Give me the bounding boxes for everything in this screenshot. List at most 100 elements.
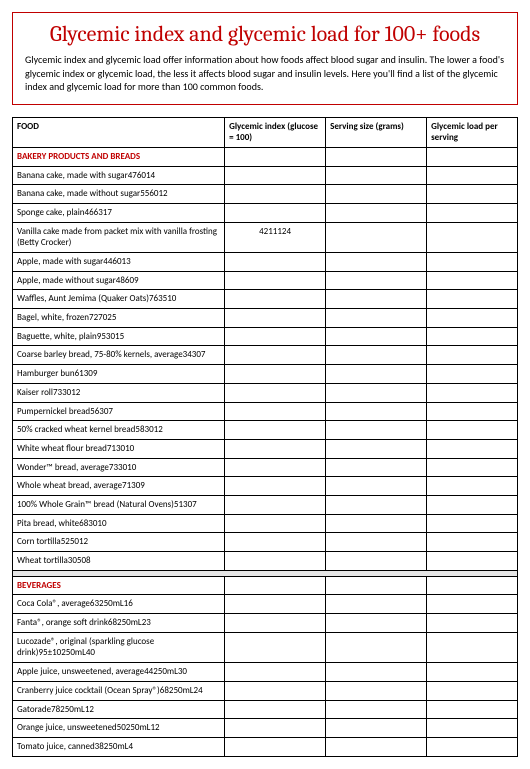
cell-gi [225, 346, 326, 365]
cell-gi [225, 365, 326, 384]
col-ss-header: Serving size (grams) [326, 117, 427, 147]
cell-gi [225, 681, 326, 700]
cell-food: 50% cracked wheat kernel bread583012 [13, 421, 225, 440]
table-row: Coarse barley bread, 75-80% kernels, ave… [13, 346, 518, 365]
cell-food: Apple juice, unsweetened, average44250mL… [13, 663, 225, 682]
cell-ss [326, 719, 427, 738]
cell-gi [225, 402, 326, 421]
cell-food: Banana cake, made with sugar476014 [13, 166, 225, 185]
cell-food: Hamburger bun61309 [13, 365, 225, 384]
category-row: BAKERY PRODUCTS AND BREADS [13, 147, 518, 166]
table-row: Bagel, white, frozen727025 [13, 309, 518, 328]
cell-gi: 4211124 [225, 222, 326, 252]
cell-food: 100% Whole Grain™ bread (Natural Ovens)5… [13, 495, 225, 514]
table-row: White wheat flour bread713010 [13, 439, 518, 458]
cell-ss [326, 271, 427, 290]
cell-gl [427, 402, 518, 421]
table-row: Apple, made without sugar48609 [13, 271, 518, 290]
cell-gl [427, 477, 518, 496]
cell-gl [427, 271, 518, 290]
cell-gl [427, 614, 518, 633]
cell-gl [427, 681, 518, 700]
cell-ss [326, 595, 427, 614]
cell-gi [225, 383, 326, 402]
cell-ss [326, 495, 427, 514]
cell-ss [326, 663, 427, 682]
col-gl-header: Glycemic load per serving [427, 117, 518, 147]
cell-food: Apple, made with sugar446013 [13, 253, 225, 272]
cell-ss [326, 365, 427, 384]
table-row: Corn tortilla525012 [13, 533, 518, 552]
table-row: Gatorade78250mL12 [13, 700, 518, 719]
cell-gl [427, 439, 518, 458]
cell-food: Fanta®, orange soft drink68250mL23 [13, 614, 225, 633]
cell-ss [326, 383, 427, 402]
cell-gl [427, 514, 518, 533]
cell-food: Banana cake, made without sugar556012 [13, 185, 225, 204]
table-row: Hamburger bun61309 [13, 365, 518, 384]
cell-gl [427, 663, 518, 682]
cell-gi [225, 552, 326, 571]
cell-food: Wonder™ bread, average733010 [13, 458, 225, 477]
cell-gi [225, 477, 326, 496]
cell-ss [326, 309, 427, 328]
cell-food: Cranberry juice cocktail (Ocean Spray®)6… [13, 681, 225, 700]
cell-food: Corn tortilla525012 [13, 533, 225, 552]
cell-gi [225, 203, 326, 222]
table-row: Wheat tortilla30508 [13, 552, 518, 571]
cell-gi [225, 439, 326, 458]
cell-ss [326, 737, 427, 756]
table-row: Baguette, white, plain953015 [13, 327, 518, 346]
cell-gl [427, 166, 518, 185]
table-row: Lucozade®, original (sparkling glucose d… [13, 632, 518, 662]
cell-gl [427, 700, 518, 719]
cell-gi [225, 253, 326, 272]
cell-food: Gatorade78250mL12 [13, 700, 225, 719]
table-body: BAKERY PRODUCTS AND BREADSBanana cake, m… [13, 147, 518, 756]
cell-food: Waffles, Aunt Jemima (Quaker Oats)763510 [13, 290, 225, 309]
cell-gi [225, 309, 326, 328]
cell-gl [427, 253, 518, 272]
cell-ss [326, 614, 427, 633]
cell-gi [225, 166, 326, 185]
cell-gl [427, 365, 518, 384]
cell-gl [427, 495, 518, 514]
table-row: Waffles, Aunt Jemima (Quaker Oats)763510 [13, 290, 518, 309]
table-row: Kaiser roll733012 [13, 383, 518, 402]
cell-ss [326, 222, 427, 252]
cell-gi [225, 495, 326, 514]
cell-food: White wheat flour bread713010 [13, 439, 225, 458]
col-gi-header: Glycemic index (glucose = 100) [225, 117, 326, 147]
cell-gl [427, 719, 518, 738]
cell-gl [427, 421, 518, 440]
table-row: Pita bread, white683010 [13, 514, 518, 533]
cell-gi [225, 632, 326, 662]
table-row: Pumpernickel bread56307 [13, 402, 518, 421]
cell-gl [427, 458, 518, 477]
cell-gi [225, 271, 326, 290]
cell-gi [225, 185, 326, 204]
cell-food: Coca Cola®, average63250mL16 [13, 595, 225, 614]
cell-gl [427, 533, 518, 552]
cell-food: Vanilla cake made from packet mix with v… [13, 222, 225, 252]
table-row: Wonder™ bread, average733010 [13, 458, 518, 477]
cell-gi [225, 533, 326, 552]
table-row: Banana cake, made without sugar556012 [13, 185, 518, 204]
cell-ss [326, 458, 427, 477]
cell-ss [326, 346, 427, 365]
table-row: Sponge cake, plain466317 [13, 203, 518, 222]
cell-food: Pita bread, white683010 [13, 514, 225, 533]
cell-ss [326, 700, 427, 719]
cell-ss [326, 203, 427, 222]
table-row: Tomato juice, canned38250mL4 [13, 737, 518, 756]
table-row: Fanta®, orange soft drink68250mL23 [13, 614, 518, 633]
table-row: Coca Cola®, average63250mL16 [13, 595, 518, 614]
cell-food: Wheat tortilla30508 [13, 552, 225, 571]
cell-gl [427, 309, 518, 328]
cell-gi [225, 421, 326, 440]
cell-ss [326, 253, 427, 272]
cell-ss [326, 402, 427, 421]
cell-food: Sponge cake, plain466317 [13, 203, 225, 222]
cell-ss [326, 552, 427, 571]
category-label: BEVERAGES [13, 576, 225, 595]
